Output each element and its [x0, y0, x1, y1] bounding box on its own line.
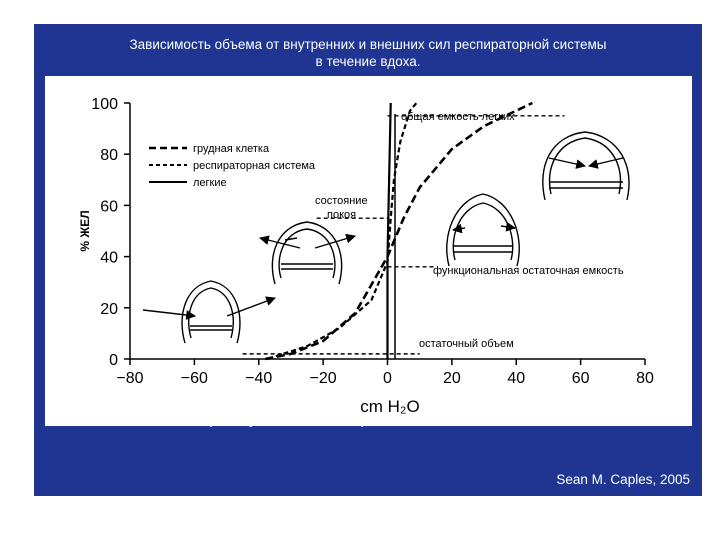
x-tick-label: −40	[245, 370, 272, 387]
annotation-rest-state-2: покоя	[327, 209, 356, 221]
y-tick-label: 60	[100, 198, 118, 215]
thorax-diagram-frc	[446, 193, 520, 267]
chart-figure: −80 −60 −40 −20 0 20 40 60 80 0 20 40 60 80 100 % ЖЕЛ…	[45, 76, 692, 426]
legend: грудная клетка респираторная система лег…	[149, 143, 316, 189]
legend-label-lungs: легкие	[193, 177, 227, 189]
slide-credit: Sean M. Caples, 2005	[556, 472, 690, 487]
x-tick-label: −80	[116, 370, 143, 387]
series-line-0	[264, 101, 533, 361]
annotation-total-capacity: общая емкость легких	[401, 111, 515, 123]
thorax-diagram-left	[142, 280, 276, 344]
legend-label-chest: грудная клетка	[193, 143, 270, 155]
x-tick-label: 20	[443, 370, 461, 387]
x-tick-label: 40	[507, 370, 525, 387]
legend-label-respiratory: респираторная система	[193, 160, 316, 172]
series-line-2	[386, 102, 392, 359]
x-tick-label: 80	[636, 370, 654, 387]
title-line-2: в течение вдоха.	[315, 54, 421, 69]
annotation-residual-volume: остаточный объем	[419, 338, 514, 350]
slide-caption: Стрелки указывают на направление эластич…	[193, 412, 543, 427]
slide: Зависимость объема от внутренних и внешн…	[34, 24, 702, 496]
annotation-rest-state-1: состояние	[315, 195, 368, 207]
title-line-1: Зависимость объема от внутренних и внешн…	[129, 37, 607, 52]
x-tick-label: 60	[572, 370, 590, 387]
x-axis-label: cm H₂O	[360, 397, 419, 416]
y-tick-label: 40	[100, 250, 118, 267]
y-axis-label: % ЖЕЛ	[78, 210, 92, 251]
x-tick-label: 0	[383, 370, 392, 387]
annotation-frc: функциональная остаточная емкость	[433, 265, 624, 277]
thorax-diagram-total	[542, 131, 630, 201]
slide-title: Зависимость объема от внутренних и внешн…	[34, 36, 702, 70]
y-tick-label: 0	[109, 352, 118, 369]
y-tick-label: 100	[91, 96, 118, 113]
thorax-diagram-rest	[259, 221, 356, 285]
chart-svg: −80 −60 −40 −20 0 20 40 60 80 0 20 40 60 80 100 % ЖЕЛ…	[78, 96, 654, 416]
x-tick-label: −60	[181, 370, 208, 387]
y-tick-label: 80	[100, 147, 118, 164]
x-tick-label: −20	[310, 370, 337, 387]
y-tick-label: 20	[100, 301, 118, 318]
